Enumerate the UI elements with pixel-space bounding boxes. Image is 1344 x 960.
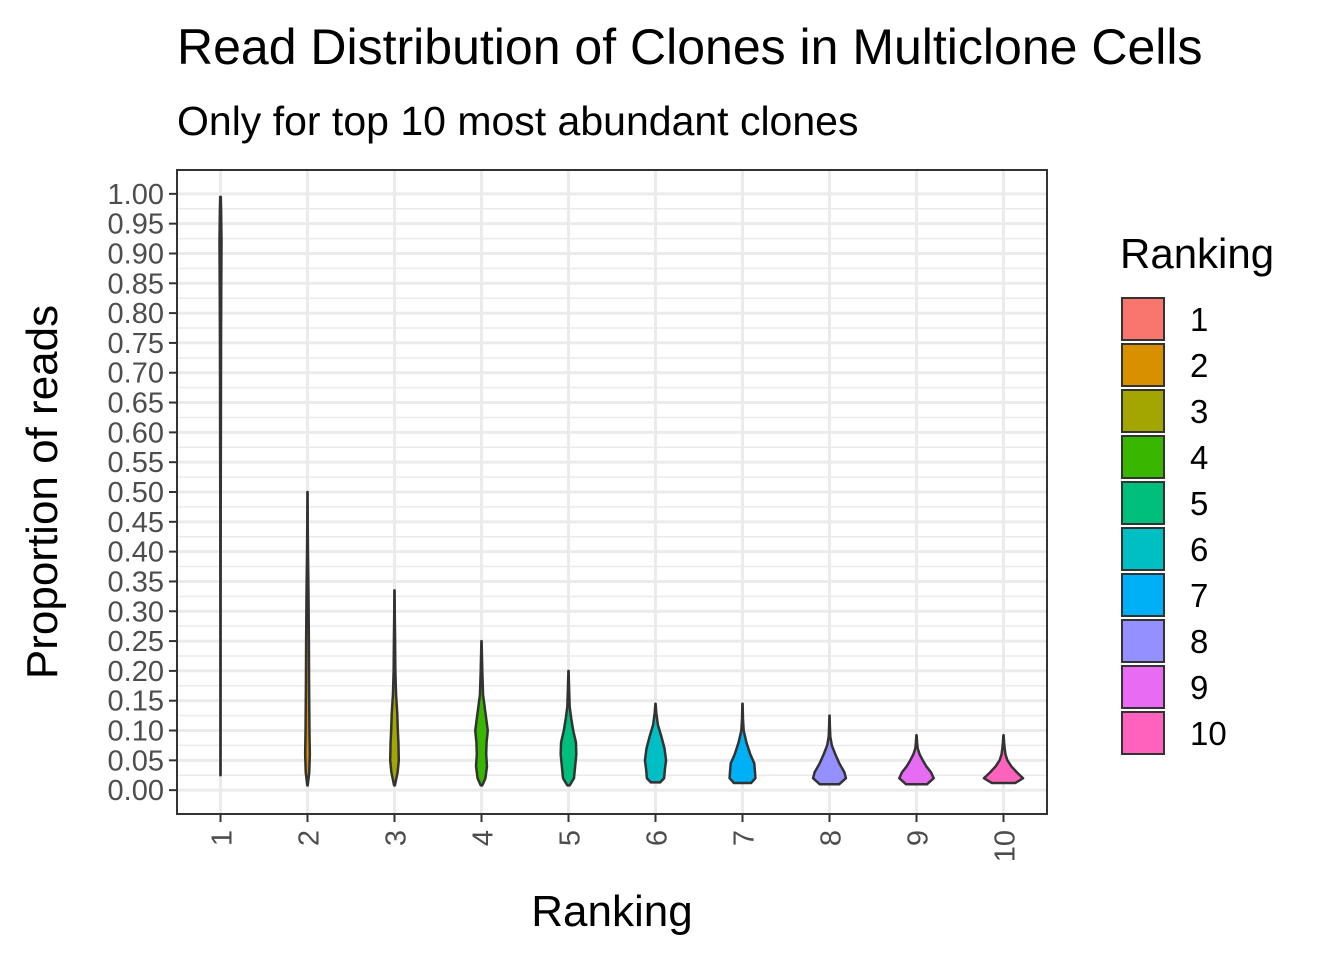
legend-key-4 [1121, 435, 1165, 479]
violin-5 [559, 669, 578, 787]
y-tick-label: 1.00 [108, 179, 164, 211]
legend-key-10 [1121, 711, 1165, 755]
violin-4 [473, 639, 490, 787]
legend-label: 8 [1190, 623, 1208, 660]
legend-key-8 [1121, 619, 1165, 663]
legend-key-9 [1121, 665, 1165, 709]
y-tick-label: 0.15 [108, 686, 164, 718]
violin-8 [811, 714, 848, 786]
x-tick-label: 2 [294, 830, 326, 846]
violin-10 [982, 734, 1025, 785]
y-tick-label: 0.45 [108, 507, 164, 539]
y-tick-label: 0.00 [108, 775, 164, 807]
legend-label: 6 [1190, 531, 1208, 568]
legend-key-1 [1121, 297, 1165, 341]
y-tick-label: 0.25 [108, 626, 164, 658]
y-tick-label: 0.65 [108, 388, 164, 420]
y-tick-label: 0.95 [108, 209, 164, 241]
chart-subtitle: Only for top 10 most abundant clones [177, 98, 859, 144]
x-tick-label: 1 [207, 830, 239, 846]
violin-9 [898, 734, 935, 786]
legend-key-2 [1121, 343, 1165, 387]
x-tick-label: 8 [816, 830, 848, 846]
legend-label: 7 [1190, 577, 1208, 614]
y-tick-label: 0.20 [108, 656, 164, 688]
grid-layer [177, 170, 1047, 814]
violin-7 [728, 702, 757, 785]
x-tick-label: 10 [990, 830, 1022, 862]
x-tick-label: 4 [468, 830, 500, 846]
x-tick-label: 6 [642, 830, 674, 846]
y-tick-label: 0.40 [108, 537, 164, 569]
y-tick-label: 0.70 [108, 358, 164, 390]
y-tick-label: 0.80 [108, 298, 164, 330]
legend-key-5 [1121, 481, 1165, 525]
legend-label: 2 [1190, 347, 1208, 384]
y-tick-label: 0.10 [108, 716, 164, 748]
violin-1 [218, 195, 223, 777]
y-tick-label: 0.35 [108, 566, 164, 598]
legend-label: 5 [1190, 485, 1208, 522]
legend-label: 3 [1190, 393, 1208, 430]
x-tick-label: 3 [381, 830, 413, 846]
legend-title: Ranking [1120, 230, 1274, 277]
x-axis-title: Ranking [531, 887, 692, 936]
legend-key-6 [1121, 527, 1165, 571]
axis-layer: 0.000.050.100.150.200.250.300.350.400.45… [108, 179, 1022, 862]
violin-3 [388, 589, 401, 787]
legend-key-7 [1121, 573, 1165, 617]
legend-label: 4 [1190, 439, 1208, 476]
x-tick-label: 9 [903, 830, 935, 846]
y-tick-label: 0.90 [108, 238, 164, 270]
y-tick-label: 0.60 [108, 417, 164, 449]
legend-label: 9 [1190, 669, 1208, 706]
y-axis-title: Proportion of reads [18, 305, 67, 679]
legend-label: 10 [1190, 715, 1227, 752]
y-tick-label: 0.05 [108, 745, 164, 777]
legend-key-3 [1121, 389, 1165, 433]
legend: Ranking 1 2 3 4 5 6 7 8 9 10 [1120, 230, 1274, 755]
y-tick-label: 0.75 [108, 328, 164, 360]
violin-6 [643, 702, 668, 784]
legend-label: 1 [1190, 301, 1208, 338]
chart-title: Read Distribution of Clones in Multiclon… [177, 19, 1203, 75]
x-tick-label: 5 [555, 830, 587, 846]
violin-layer [218, 195, 1025, 787]
violin-2 [303, 490, 312, 787]
y-tick-label: 0.85 [108, 268, 164, 300]
x-tick-label: 7 [729, 830, 761, 846]
y-tick-label: 0.55 [108, 447, 164, 479]
y-tick-label: 0.50 [108, 477, 164, 509]
y-tick-label: 0.30 [108, 596, 164, 628]
